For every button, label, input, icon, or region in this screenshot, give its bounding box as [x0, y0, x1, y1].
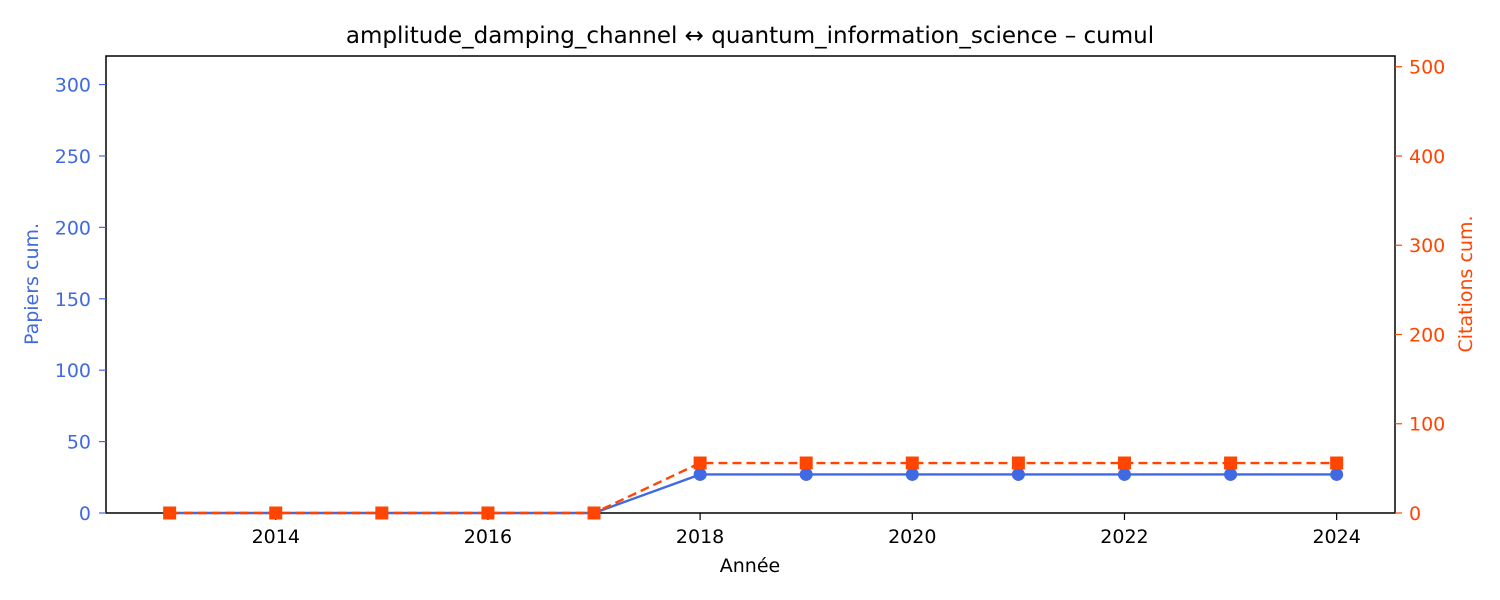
data-point: [693, 456, 707, 470]
y-left-tick-label: 150: [55, 289, 91, 311]
plot-area-frame: [105, 55, 1396, 514]
y-right-tick-label: 100: [1409, 414, 1445, 436]
y-axis-left-label: Papiers cum.: [21, 223, 43, 345]
x-axis-label: Année: [720, 555, 780, 577]
y-left-tick-label: 300: [55, 75, 91, 97]
data-point: [1011, 467, 1025, 481]
data-point: [905, 456, 919, 470]
data-point: [163, 506, 177, 520]
x-tick-label: 2022: [1100, 526, 1148, 548]
y-axis-right: 0 100 200 300 400 500: [1395, 57, 1445, 525]
data-point: [799, 467, 813, 481]
x-tick-label: 2018: [676, 526, 724, 548]
data-point: [799, 456, 813, 470]
data-point: [693, 467, 707, 481]
series-layer: [163, 456, 1344, 520]
chart-title: amplitude_damping_channel ↔ quantum_info…: [346, 23, 1154, 49]
y-right-tick-label: 200: [1409, 324, 1445, 346]
y-left-tick-label: 0: [79, 503, 91, 525]
data-point: [1330, 456, 1344, 470]
data-point: [1117, 456, 1131, 470]
data-point: [481, 506, 495, 520]
x-tick-label: 2020: [888, 526, 936, 548]
data-point: [587, 506, 601, 520]
y-right-tick-label: 500: [1409, 57, 1445, 79]
y-left-tick-label: 100: [55, 360, 91, 382]
y-left-tick-label: 50: [67, 432, 91, 454]
y-axis-left: 0 50 100 150 200 250 300: [55, 75, 106, 525]
series-2-line: [169, 461, 1337, 515]
x-tick-label: 2024: [1312, 526, 1360, 548]
data-point: [1117, 467, 1131, 481]
data-point: [905, 467, 919, 481]
data-point: [375, 506, 389, 520]
x-axis: 2014 2016 2018 2020 2022 2024: [252, 513, 1361, 548]
series-2: [163, 456, 1344, 520]
series-1-line: [169, 473, 1337, 515]
y-axis-right-label: Citations cum.: [1455, 215, 1477, 352]
y-right-tick-label: 300: [1409, 235, 1445, 257]
x-tick-label: 2014: [252, 526, 300, 548]
series-1: [163, 467, 1344, 520]
y-right-tick-label: 0: [1409, 503, 1421, 525]
data-point: [1330, 467, 1344, 481]
data-point: [269, 506, 283, 520]
x-tick-label: 2016: [464, 526, 512, 548]
y-left-tick-label: 250: [55, 146, 91, 168]
data-point: [1011, 456, 1025, 470]
y-right-tick-label: 400: [1409, 146, 1445, 168]
data-point: [1224, 456, 1238, 470]
y-left-tick-label: 200: [55, 217, 91, 239]
data-point: [1224, 467, 1238, 481]
